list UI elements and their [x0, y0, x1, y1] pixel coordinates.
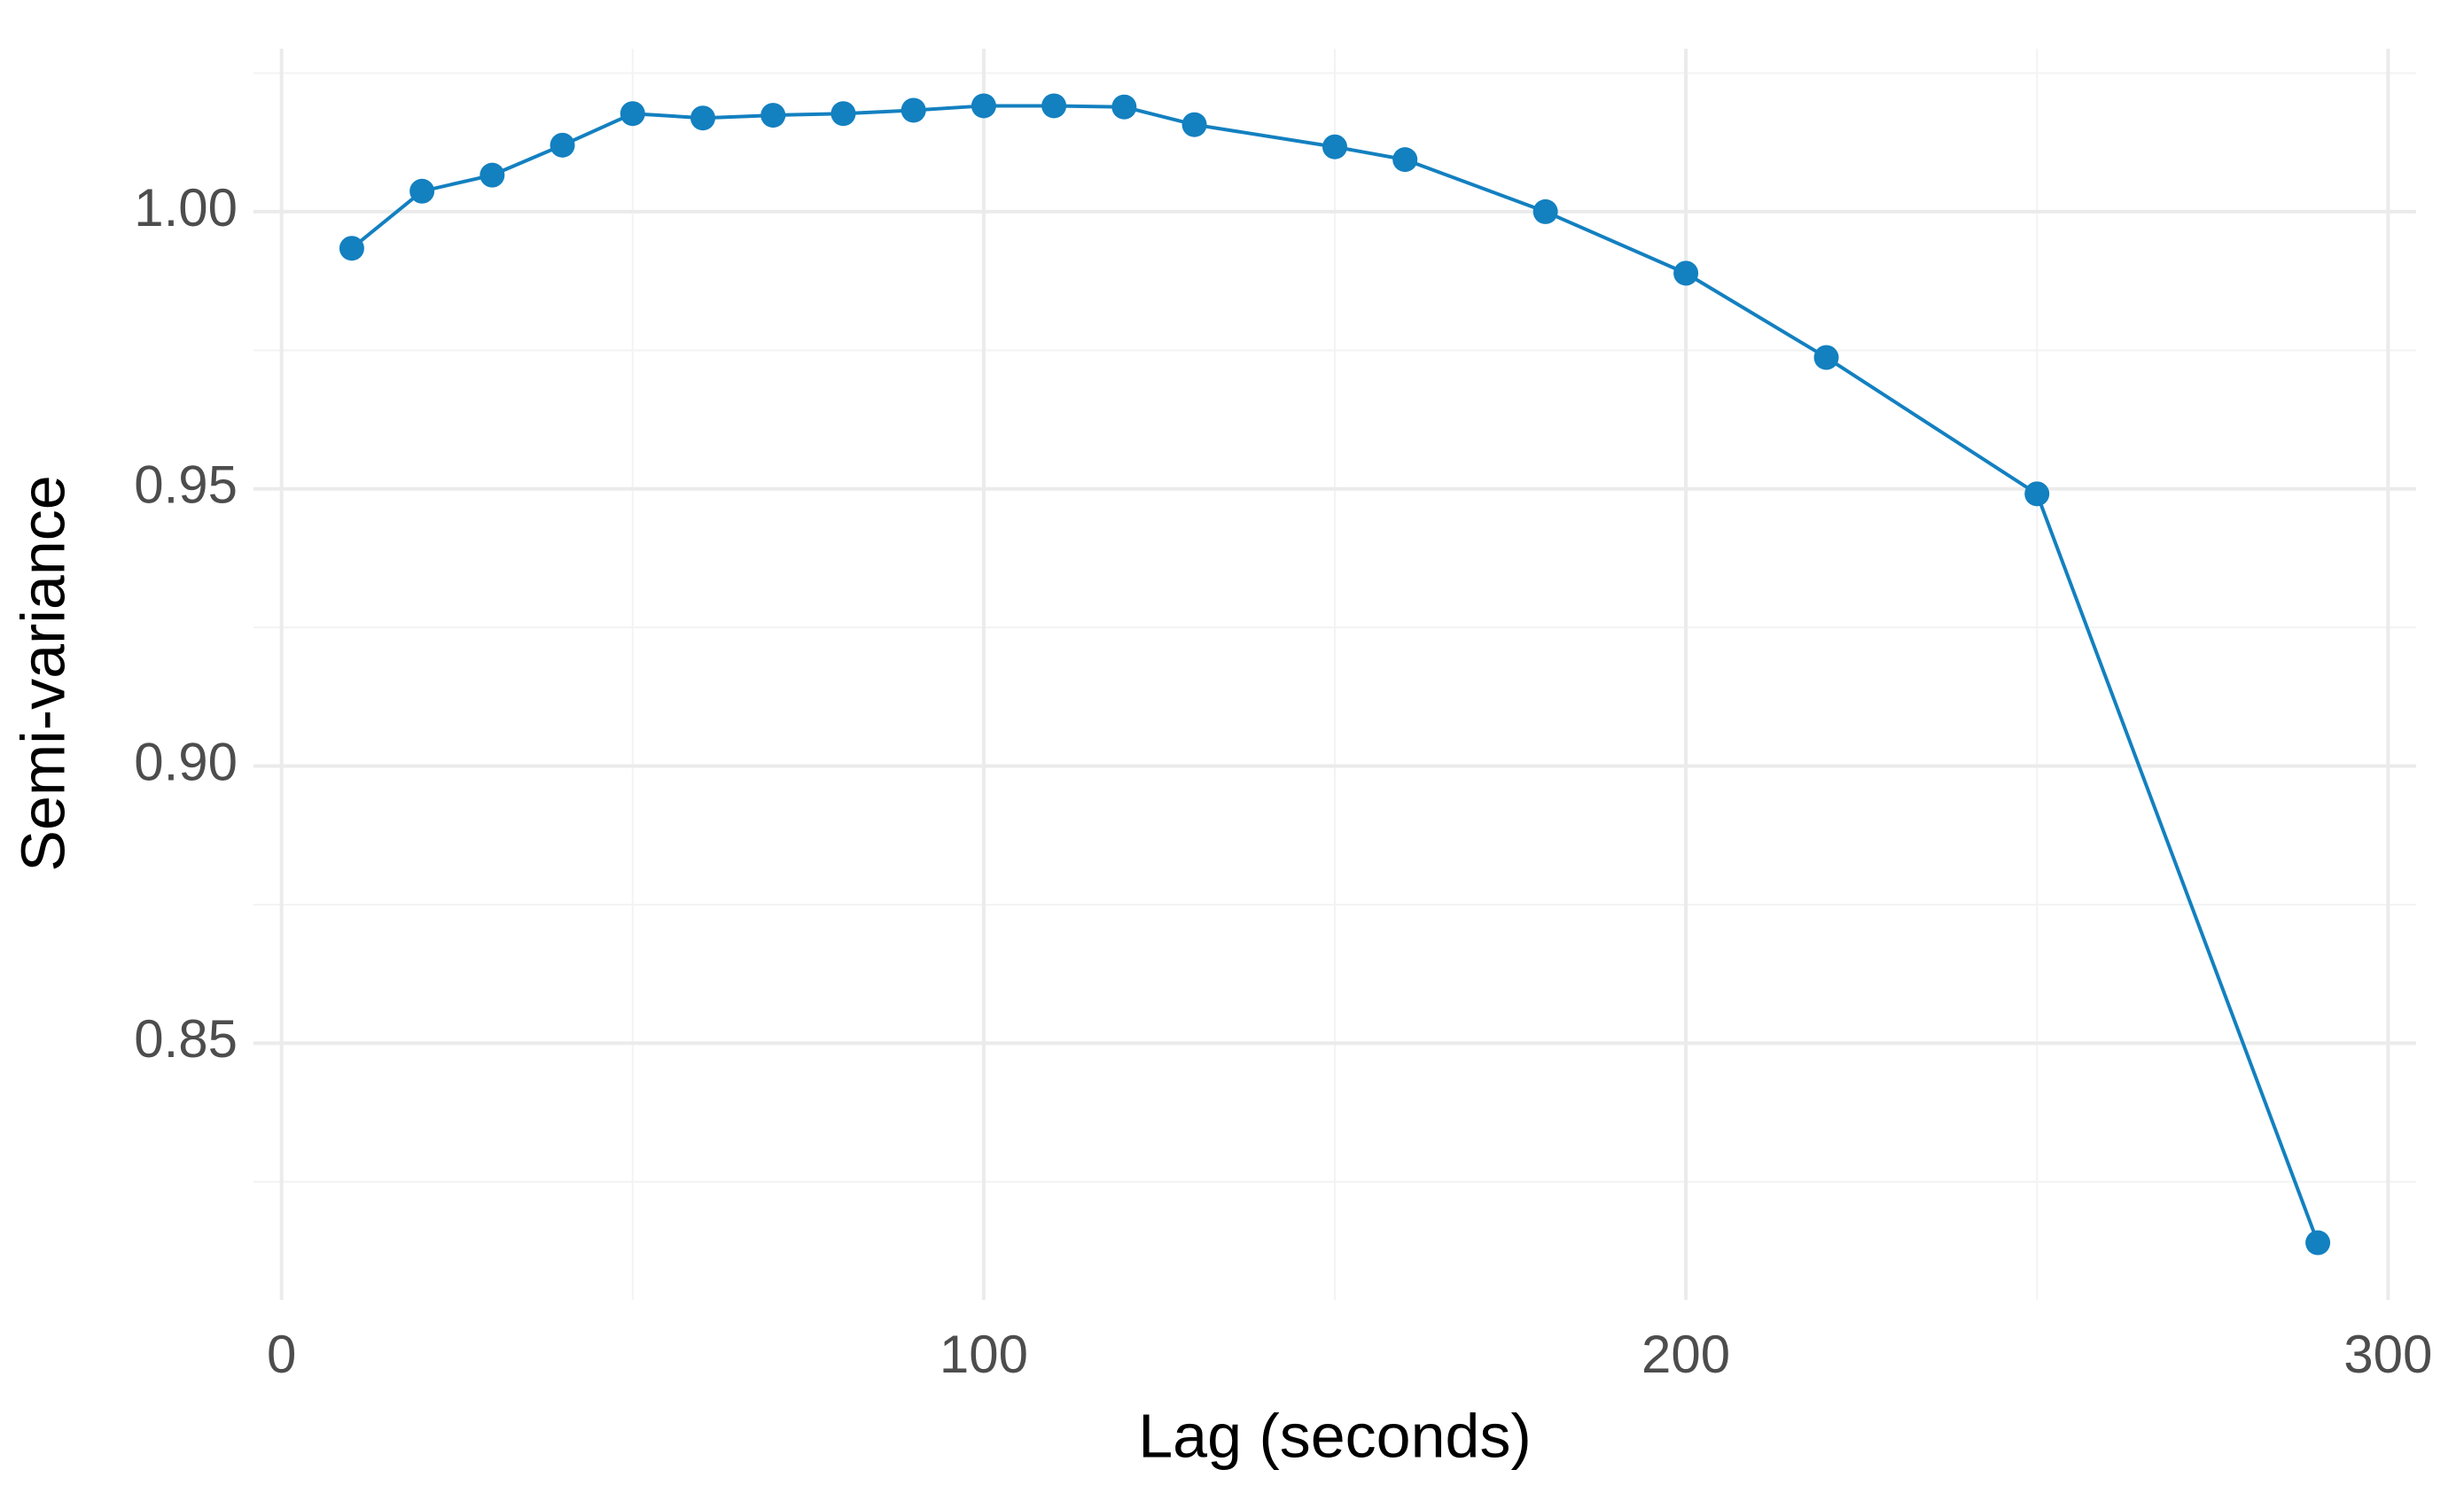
data-point [971, 93, 996, 119]
data-point [1322, 134, 1347, 159]
series-line [350, 104, 2320, 1244]
y-tick-label: 1.00 [134, 178, 238, 237]
data-point [830, 101, 856, 127]
data-point [1813, 345, 1839, 370]
y-tick-label: 0.95 [134, 455, 238, 515]
x-tick-label: 300 [2343, 1325, 2432, 1384]
data-point [1111, 94, 1137, 120]
data-point [480, 162, 505, 188]
y-tick-label: 0.85 [134, 1009, 238, 1069]
data-point [339, 236, 364, 261]
data-point [620, 101, 645, 127]
y-tick-label: 0.90 [134, 732, 238, 791]
data-point [1392, 147, 1418, 173]
data-point [2024, 481, 2050, 507]
x-tick-label: 100 [940, 1325, 1028, 1384]
data-point [690, 105, 716, 131]
data-point [409, 178, 435, 204]
data-point [550, 132, 575, 158]
y-axis-title: Semi-variance [8, 475, 77, 871]
data-point [760, 103, 786, 128]
data-point [1041, 93, 1067, 119]
data-point [1673, 260, 1699, 286]
data-point [2305, 1230, 2331, 1256]
data-point [1181, 112, 1207, 137]
data-point [1532, 198, 1558, 224]
x-tick-label: 0 [267, 1325, 296, 1384]
x-axis-title: Lag (seconds) [1138, 1401, 1532, 1470]
x-tick-label: 200 [1641, 1325, 1730, 1384]
data-point [901, 97, 926, 123]
